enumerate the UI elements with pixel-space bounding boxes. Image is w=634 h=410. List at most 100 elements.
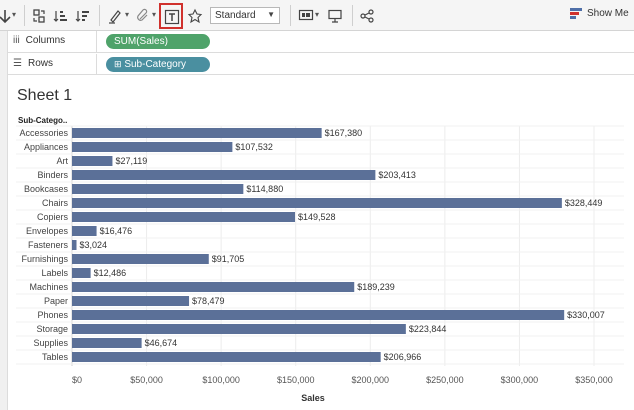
data-label: $223,844: [409, 324, 447, 334]
bar[interactable]: [72, 296, 190, 306]
category-label[interactable]: Machines: [29, 282, 68, 292]
category-label[interactable]: Paper: [44, 296, 68, 306]
sum-sales-pill[interactable]: SUM(Sales): [106, 34, 210, 49]
bar[interactable]: [72, 212, 296, 222]
data-label: $46,674: [145, 338, 178, 348]
category-label[interactable]: Furnishings: [21, 254, 68, 264]
data-label: $114,880: [246, 184, 283, 194]
bar[interactable]: [72, 324, 406, 334]
shelf-divider: [96, 31, 97, 52]
bar[interactable]: [72, 170, 376, 180]
data-label: $328,449: [565, 198, 603, 208]
data-label: $189,239: [357, 282, 395, 292]
sub-category-pill-label: Sub-Category: [124, 59, 187, 70]
row-header-title[interactable]: Sub-Catego..: [18, 116, 68, 125]
chevron-down-icon[interactable]: ▾: [12, 10, 17, 19]
category-label[interactable]: Labels: [41, 268, 68, 278]
rows-shelf-label: ☰ Rows: [13, 58, 53, 69]
category-label[interactable]: Art: [56, 156, 68, 166]
bar[interactable]: [72, 254, 209, 264]
x-tick-label: $300,000: [501, 375, 539, 385]
group-icon[interactable]: [134, 7, 152, 24]
data-label: $203,413: [378, 170, 416, 180]
x-tick-label: $50,000: [130, 375, 163, 385]
data-label: $78,479: [192, 296, 225, 306]
chevron-down-icon[interactable]: ▾: [152, 10, 157, 19]
category-label[interactable]: Supplies: [33, 338, 68, 348]
rows-icon: ☰: [13, 58, 22, 69]
toolbar-separator: [290, 5, 291, 26]
data-label: $330,007: [567, 310, 605, 320]
category-label[interactable]: Phones: [37, 310, 68, 320]
category-label[interactable]: Copiers: [37, 212, 69, 222]
share-icon[interactable]: [358, 7, 376, 24]
expand-icon: ⊞: [114, 59, 122, 69]
show-labels-icon: [163, 8, 181, 25]
sheet-title: Sheet 1: [17, 87, 73, 104]
toolbar-separator: [352, 5, 353, 26]
bar[interactable]: [72, 240, 77, 250]
category-label[interactable]: Tables: [42, 352, 69, 362]
bar[interactable]: [72, 142, 233, 152]
data-label: $107,532: [235, 142, 273, 152]
x-tick-label: $250,000: [426, 375, 464, 385]
presentation-icon[interactable]: [297, 7, 315, 24]
category-label[interactable]: Storage: [36, 324, 68, 334]
bar[interactable]: [72, 282, 355, 292]
x-axis-title[interactable]: Sales: [301, 393, 325, 403]
left-panel-edge: [0, 31, 8, 410]
x-tick-label: $100,000: [202, 375, 240, 385]
data-label: $27,119: [115, 156, 147, 166]
x-tick-label: $150,000: [277, 375, 315, 385]
show-labels-button[interactable]: [159, 3, 183, 29]
bar[interactable]: [72, 184, 244, 194]
show-me-label: Show Me: [587, 8, 629, 19]
data-label: $12,486: [94, 268, 127, 278]
bar[interactable]: [72, 226, 97, 236]
bar[interactable]: [72, 198, 562, 208]
highlight-icon[interactable]: [106, 7, 124, 24]
bar[interactable]: [72, 268, 91, 278]
columns-shelf[interactable]: iii Columns SUM(Sales): [8, 31, 634, 53]
category-label[interactable]: Accessories: [19, 128, 68, 138]
columns-shelf-label: iii Columns: [13, 35, 65, 46]
bar[interactable]: [72, 156, 113, 166]
bar[interactable]: [72, 310, 565, 320]
cursor-icon[interactable]: [0, 7, 14, 24]
bar[interactable]: [72, 128, 322, 138]
chevron-down-icon[interactable]: ▾: [315, 10, 320, 19]
category-label[interactable]: Bookcases: [24, 184, 69, 194]
rows-shelf[interactable]: ☰ Rows ⊞ Sub-Category: [8, 54, 634, 75]
data-label: $91,705: [212, 254, 245, 264]
category-label[interactable]: Binders: [37, 170, 68, 180]
swap-icon[interactable]: [30, 7, 48, 24]
category-label[interactable]: Envelopes: [26, 226, 69, 236]
toolbar-separator: [99, 5, 100, 26]
columns-icon: iii: [13, 35, 20, 46]
toolbar-separator: [24, 5, 25, 26]
x-tick-label: $0: [72, 375, 82, 385]
sort-ascending-icon[interactable]: [52, 7, 70, 24]
toolbar: ▾ ▾ ▾ Standard ▼ ▾: [0, 0, 634, 31]
fit-dropdown-value: Standard: [215, 10, 256, 21]
show-me-icon: [570, 8, 582, 19]
data-label: $3,024: [80, 240, 108, 250]
bar[interactable]: [72, 352, 381, 362]
data-label: $16,476: [100, 226, 133, 236]
chevron-down-icon: ▼: [267, 10, 275, 19]
bar[interactable]: [72, 338, 142, 348]
presentation-icon[interactable]: [326, 7, 344, 24]
show-me-button[interactable]: Show Me: [570, 8, 629, 19]
columns-label: Columns: [25, 35, 66, 46]
sub-category-pill[interactable]: ⊞ Sub-Category: [106, 57, 210, 72]
chevron-down-icon[interactable]: ▾: [125, 10, 130, 19]
category-label[interactable]: Appliances: [24, 142, 69, 152]
category-label[interactable]: Fasteners: [28, 240, 69, 250]
data-label: $206,966: [384, 352, 422, 362]
x-tick-label: $200,000: [352, 375, 390, 385]
rows-label: Rows: [27, 58, 53, 69]
category-label[interactable]: Chairs: [42, 198, 69, 208]
pin-icon[interactable]: [186, 7, 204, 24]
fit-dropdown[interactable]: Standard ▼: [210, 7, 280, 24]
sort-descending-icon[interactable]: [74, 7, 92, 24]
